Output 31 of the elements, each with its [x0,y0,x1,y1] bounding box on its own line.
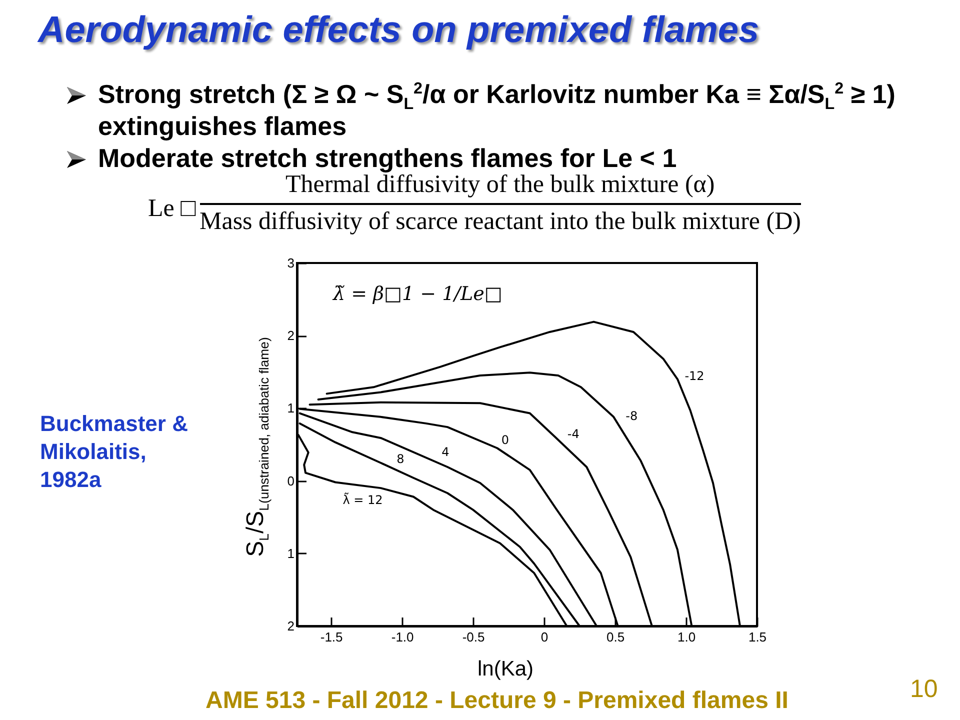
series-label: 8 [396,452,404,466]
series-label: -12 [684,369,704,384]
y-tick-label: 3 [287,256,294,270]
x-tick-label: 1.5 [748,630,767,644]
text: Thermal diffusivity of the bulk mixture (α) [286,171,715,199]
series-label: -8 [626,408,638,423]
y-tick-label: 2 [287,328,294,344]
x-axis-title: ln(Ka) [477,658,534,680]
x-tick-label: -0.5 [462,630,485,644]
x-tick-label: 1.0 [677,630,696,644]
text: 10 [910,675,938,704]
series-label: 4 [442,445,450,460]
series-label: -4 [567,427,580,442]
series-label: λ̃ = 12 [342,492,383,508]
text: AME 513 - Fall 2012 - Lecture 9 - Premixed flames II [206,687,788,715]
text: Mass diffusivity of scarce reactant into the bulk mixture (D) [200,208,801,236]
y-tick-label: 1 [287,400,294,416]
annotation: λ̃ = β□1 − 1/Le□ [333,283,502,305]
y-tick-label: 0 [287,473,294,488]
x-tick-label: 0.5 [606,630,625,644]
text: Buckmaster & Mikolaitis, 1982a [40,410,189,494]
chart-title: Aerodynamic effects on premixed flames [38,8,760,52]
x-tick-label: -1.0 [391,630,414,644]
x-tick-label: -1.5 [320,630,343,644]
x-tick-label: 0 [540,630,548,644]
y-tick-label: 2 [287,618,294,634]
text: Le □ [148,195,196,223]
text: Moderate stretch strengthens flames for Le < 1 [98,142,678,174]
series-label: 0 [501,433,510,448]
text: Strong stretch (Σ ≥ Ω ~ S$_{L}$$^{2}$/α or Karlovitz number Ka ≡ Σα/S$_{L}$$^{2}$ ≥ 1) extinguishes flames [98,79,896,141]
y-tick-label: 1 [287,546,294,561]
